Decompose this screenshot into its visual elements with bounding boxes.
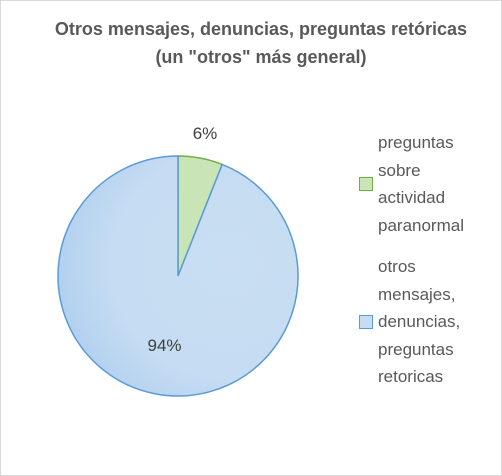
pie-slice (57, 155, 299, 397)
legend-label: preguntas sobre actividad paranormal (378, 133, 464, 235)
data-label: 6% (193, 124, 218, 143)
legend: preguntas sobre actividad paranormal otro… (359, 129, 499, 405)
legend-entry: preguntas sobre actividad paranormal (359, 129, 499, 239)
legend-entry: otros mensajes, denuncias, preguntas ret… (359, 253, 499, 391)
legend-swatch (359, 314, 373, 329)
chart-title: Otros mensajes, denuncias, preguntas ret… (54, 19, 468, 67)
legend-label: otros mensajes, denuncias, preguntas ret… (378, 257, 461, 386)
legend-swatch (359, 177, 373, 191)
data-label: 94% (147, 336, 181, 355)
